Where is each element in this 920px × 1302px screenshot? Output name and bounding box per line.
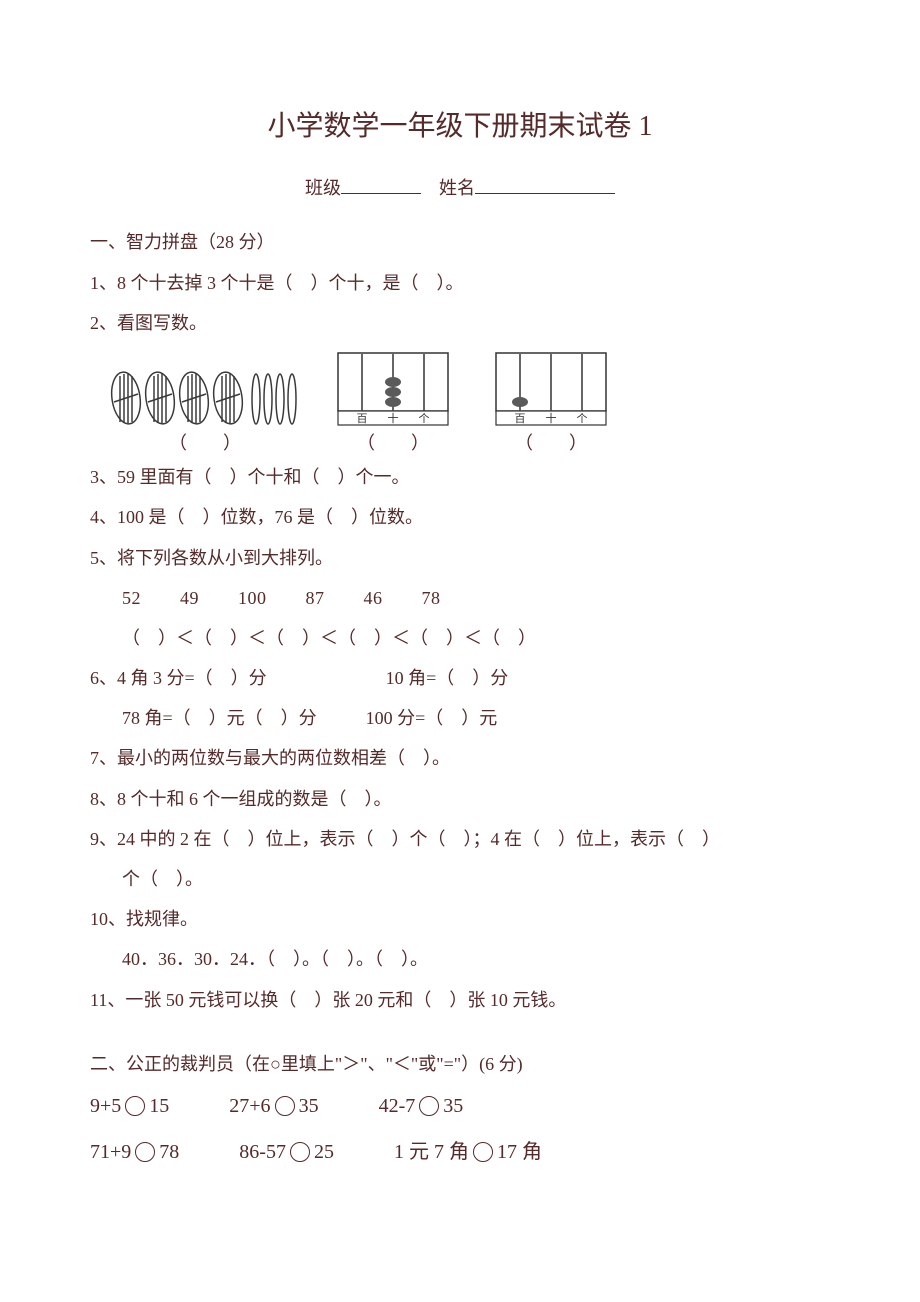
cmp-3[interactable]: 42-7 35 [379, 1087, 464, 1125]
q5: 5、将下列各数从小到大排列。 [90, 541, 830, 575]
q5-n3: 100 [238, 588, 267, 608]
cmp3-right: 35 [443, 1087, 463, 1125]
circle-blank-icon[interactable] [125, 1096, 145, 1116]
q2-figures: 百 十 个 百 十 个 [110, 348, 830, 426]
q5-numbers: 52 49 100 87 46 78 [90, 581, 830, 615]
cmp5-right: 25 [314, 1133, 334, 1171]
q10-seq[interactable]: 40．36．30．24．（ ）。（ ）。（ ）。 [90, 942, 830, 976]
name-blank[interactable] [475, 173, 615, 195]
circle-blank-icon[interactable] [290, 1142, 310, 1162]
section2-heading: 二、公正的裁判员（在○里填上"＞"、"＜"或"="）(6 分) [90, 1047, 830, 1081]
cmp1-left: 9+5 [90, 1087, 121, 1125]
svg-text:个: 个 [577, 412, 588, 425]
q4: 4、100 是（ ）位数，76 是（ ）位数。 [90, 500, 830, 534]
svg-text:百: 百 [515, 413, 526, 425]
q3: 3、59 里面有（ ）个十和（ ）个一。 [90, 460, 830, 494]
q5-blanks[interactable]: （ ）＜（ ）＜（ ）＜（ ）＜（ ）＜（ ） [90, 621, 830, 655]
q6a: 6、4 角 3 分=（ ）分 [90, 668, 267, 688]
cmp2-left: 27+6 [229, 1087, 270, 1125]
circle-blank-icon[interactable] [473, 1142, 493, 1162]
cmp-2[interactable]: 27+6 35 [229, 1087, 318, 1125]
circle-blank-icon[interactable] [275, 1096, 295, 1116]
compare-row1: 9+5 15 27+6 35 42-7 35 [90, 1087, 830, 1125]
q5-n2: 49 [180, 588, 199, 608]
q2-blank-3[interactable]: （ ） [486, 426, 616, 460]
cmp1-right: 15 [149, 1087, 169, 1125]
bundles-figure [110, 370, 300, 426]
header-line: 班级 姓名 [90, 171, 830, 205]
cmp-5[interactable]: 86-57 25 [239, 1133, 334, 1171]
svg-text:十: 十 [388, 411, 399, 425]
cmp6-left: 1 元 7 角 [394, 1133, 469, 1171]
name-label: 姓名 [439, 178, 475, 198]
circle-blank-icon[interactable] [135, 1142, 155, 1162]
q5-n1: 52 [122, 588, 141, 608]
section1-heading: 一、智力拼盘（28 分） [90, 225, 830, 259]
cmp-4[interactable]: 71+9 78 [90, 1133, 179, 1171]
q2-blank-1[interactable]: （ ） [110, 426, 300, 460]
q2-blank-2[interactable]: （ ） [328, 426, 458, 460]
circle-blank-icon[interactable] [419, 1096, 439, 1116]
page-title: 小学数学一年级下册期末试卷 1 [90, 100, 830, 153]
cmp2-right: 35 [299, 1087, 319, 1125]
cmp5-left: 86-57 [239, 1133, 286, 1171]
q6b: 10 角=（ ）分 [386, 668, 509, 688]
q2: 2、看图写数。 [90, 306, 830, 340]
svg-text:个: 个 [419, 412, 430, 425]
q5-n6: 78 [422, 588, 441, 608]
cmp4-left: 71+9 [90, 1133, 131, 1171]
q11: 11、一张 50 元钱可以换（ ）张 20 元和（ ）张 10 元钱。 [90, 983, 830, 1017]
q5-n5: 46 [364, 588, 383, 608]
class-blank[interactable] [341, 173, 421, 195]
class-label: 班级 [305, 178, 341, 198]
q5-n4: 87 [306, 588, 325, 608]
q6d: 100 分=（ ）元 [366, 708, 498, 728]
q7: 7、最小的两位数与最大的两位数相差（ ）。 [90, 741, 830, 775]
cmp-6[interactable]: 1 元 7 角 17 角 [394, 1133, 542, 1171]
q6-row2: 78 角=（ ）元（ ）分 100 分=（ ）元 [90, 701, 830, 735]
q9a: 9、24 中的 2 在（ ）位上，表示（ ）个（ ）；4 在（ ）位上，表示（ … [90, 822, 830, 856]
cmp6-right: 17 角 [497, 1133, 542, 1171]
cmp3-left: 42-7 [379, 1087, 416, 1125]
q8: 8、8 个十和 6 个一组成的数是（ ）。 [90, 782, 830, 816]
q10: 10、找规律。 [90, 902, 830, 936]
q9b: 个（ ）。 [90, 862, 830, 896]
compare-row2: 71+9 78 86-57 25 1 元 7 角 17 角 [90, 1133, 830, 1171]
q6-row1: 6、4 角 3 分=（ ）分 10 角=（ ）分 [90, 661, 830, 695]
cmp-1[interactable]: 9+5 15 [90, 1087, 169, 1125]
abacus-left: 百 十 个 [328, 348, 458, 426]
q6c: 78 角=（ ）元（ ）分 [122, 708, 317, 728]
svg-text:百: 百 [357, 413, 368, 425]
q2-blanks-row: （ ） （ ） （ ） [110, 426, 830, 460]
abacus-right: 百 十 个 [486, 348, 616, 426]
svg-text:十: 十 [546, 411, 557, 425]
cmp4-right: 78 [159, 1133, 179, 1171]
q1: 1、8 个十去掉 3 个十是（ ）个十，是（ ）。 [90, 266, 830, 300]
